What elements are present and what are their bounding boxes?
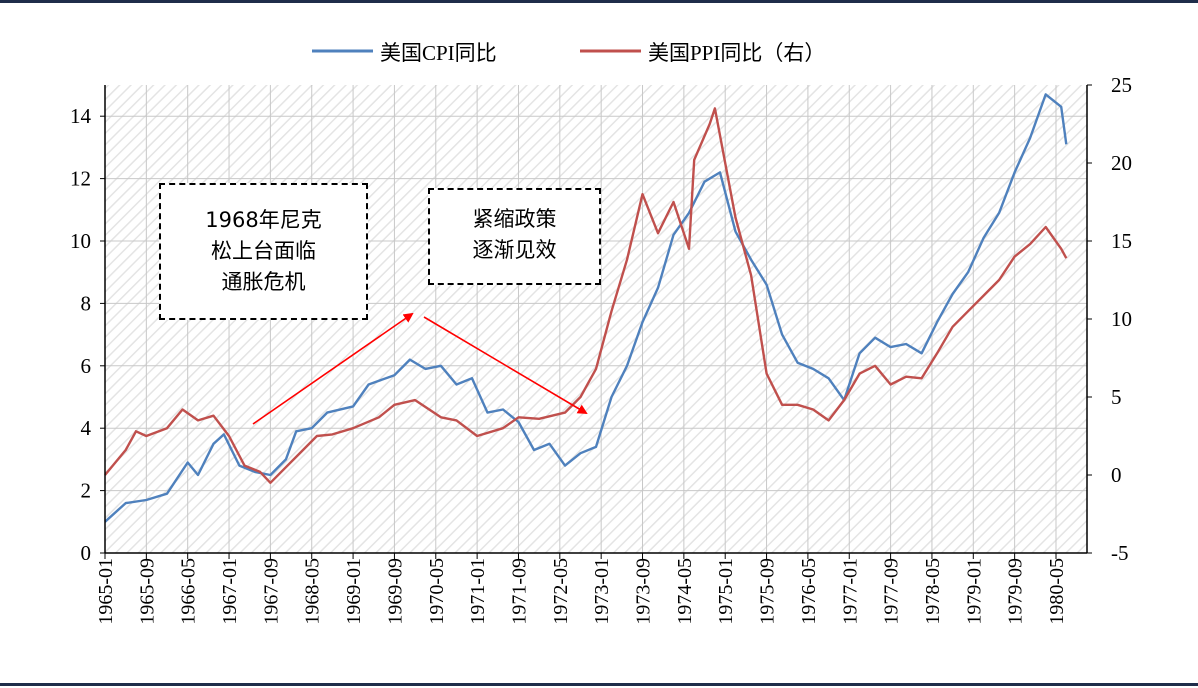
left-tick-label: 10 (70, 229, 91, 253)
x-tick-label: 1969-09 (384, 558, 406, 625)
right-tick-label: -5 (1111, 541, 1129, 565)
left-tick-label: 0 (81, 541, 92, 565)
arrow-up (252, 312, 414, 425)
x-tick-label: 1969-01 (343, 558, 365, 625)
x-tick-label: 1967-01 (219, 558, 241, 625)
left-tick-label: 2 (81, 479, 92, 503)
x-tick-label: 1975-09 (757, 558, 779, 625)
legend-cpi-label: 美国CPI同比 (380, 41, 497, 65)
left-tick-label: 8 (81, 291, 92, 315)
x-tick-label: 1976-05 (798, 558, 820, 625)
left-tick-label: 14 (70, 104, 92, 128)
left-tick-label: 4 (81, 416, 92, 440)
x-tick-label: 1978-05 (922, 558, 944, 625)
legend: 美国CPI同比 美国PPI同比（右） (312, 41, 825, 65)
x-tick-label: 1965-09 (136, 558, 158, 625)
x-tick-label: 1974-05 (674, 558, 696, 625)
x-tick-label: 1971-01 (467, 558, 489, 625)
top-border-line (0, 0, 1198, 3)
x-tick-label: 1980-05 (1046, 558, 1068, 625)
x-tick-label: 1977-09 (881, 558, 903, 625)
ppi-series-line (104, 107, 1068, 484)
left-tick-label: 12 (70, 167, 91, 191)
x-tick-label: 1966-05 (178, 558, 200, 625)
annotation-tightening-line-2: 逐渐见效 (472, 238, 557, 262)
annotation-nixon-line-2: 松上台面临 (211, 239, 316, 263)
x-tick-label: 1965-01 (95, 558, 117, 625)
x-tick-label: 1979-01 (963, 558, 985, 625)
annotation-nixon-line-1: 1968年尼克 (205, 208, 322, 232)
x-tick-label: 1972-05 (550, 558, 572, 625)
axes: 0 2 4 6 8 10 12 14 -5 0 5 10 15 20 25 1965-01 1965-09 196… (70, 73, 1132, 625)
annotation-arrows (252, 312, 588, 425)
right-tick-label: 5 (1111, 385, 1122, 409)
legend-ppi-label: 美国PPI同比（右） (648, 41, 825, 65)
series-layer (104, 93, 1068, 523)
x-tick-label: 1973-01 (591, 558, 613, 625)
bottom-border-line (0, 683, 1198, 686)
annotation-nixon-line-3: 通胀危机 (221, 270, 306, 294)
x-tick-label: 1968-05 (302, 558, 324, 625)
left-tick-label: 6 (81, 354, 92, 378)
right-tick-label: 15 (1111, 229, 1132, 253)
x-tick-label: 1970-05 (426, 558, 448, 625)
x-tick-label: 1973-09 (633, 558, 655, 625)
right-tick-label: 0 (1111, 463, 1122, 487)
right-tick-label: 25 (1111, 73, 1132, 97)
x-tick-label: 1977-01 (839, 558, 861, 625)
annotation-tightening-line-1: 紧缩政策 (472, 207, 557, 231)
x-tick-label: 1975-01 (715, 558, 737, 625)
arrow-down (423, 316, 588, 415)
annotation-box-nixon: 1968年尼克 松上台面临 通胀危机 (159, 183, 368, 320)
cpi-series-line (104, 93, 1068, 523)
right-tick-label: 20 (1111, 151, 1132, 175)
x-tick-label: 1979-09 (1005, 558, 1027, 625)
x-tick-label: 1967-09 (260, 558, 282, 625)
annotation-box-tightening: 紧缩政策 逐渐见效 (428, 188, 601, 285)
right-tick-label: 10 (1111, 307, 1132, 331)
x-tick-label: 1971-09 (508, 558, 530, 625)
